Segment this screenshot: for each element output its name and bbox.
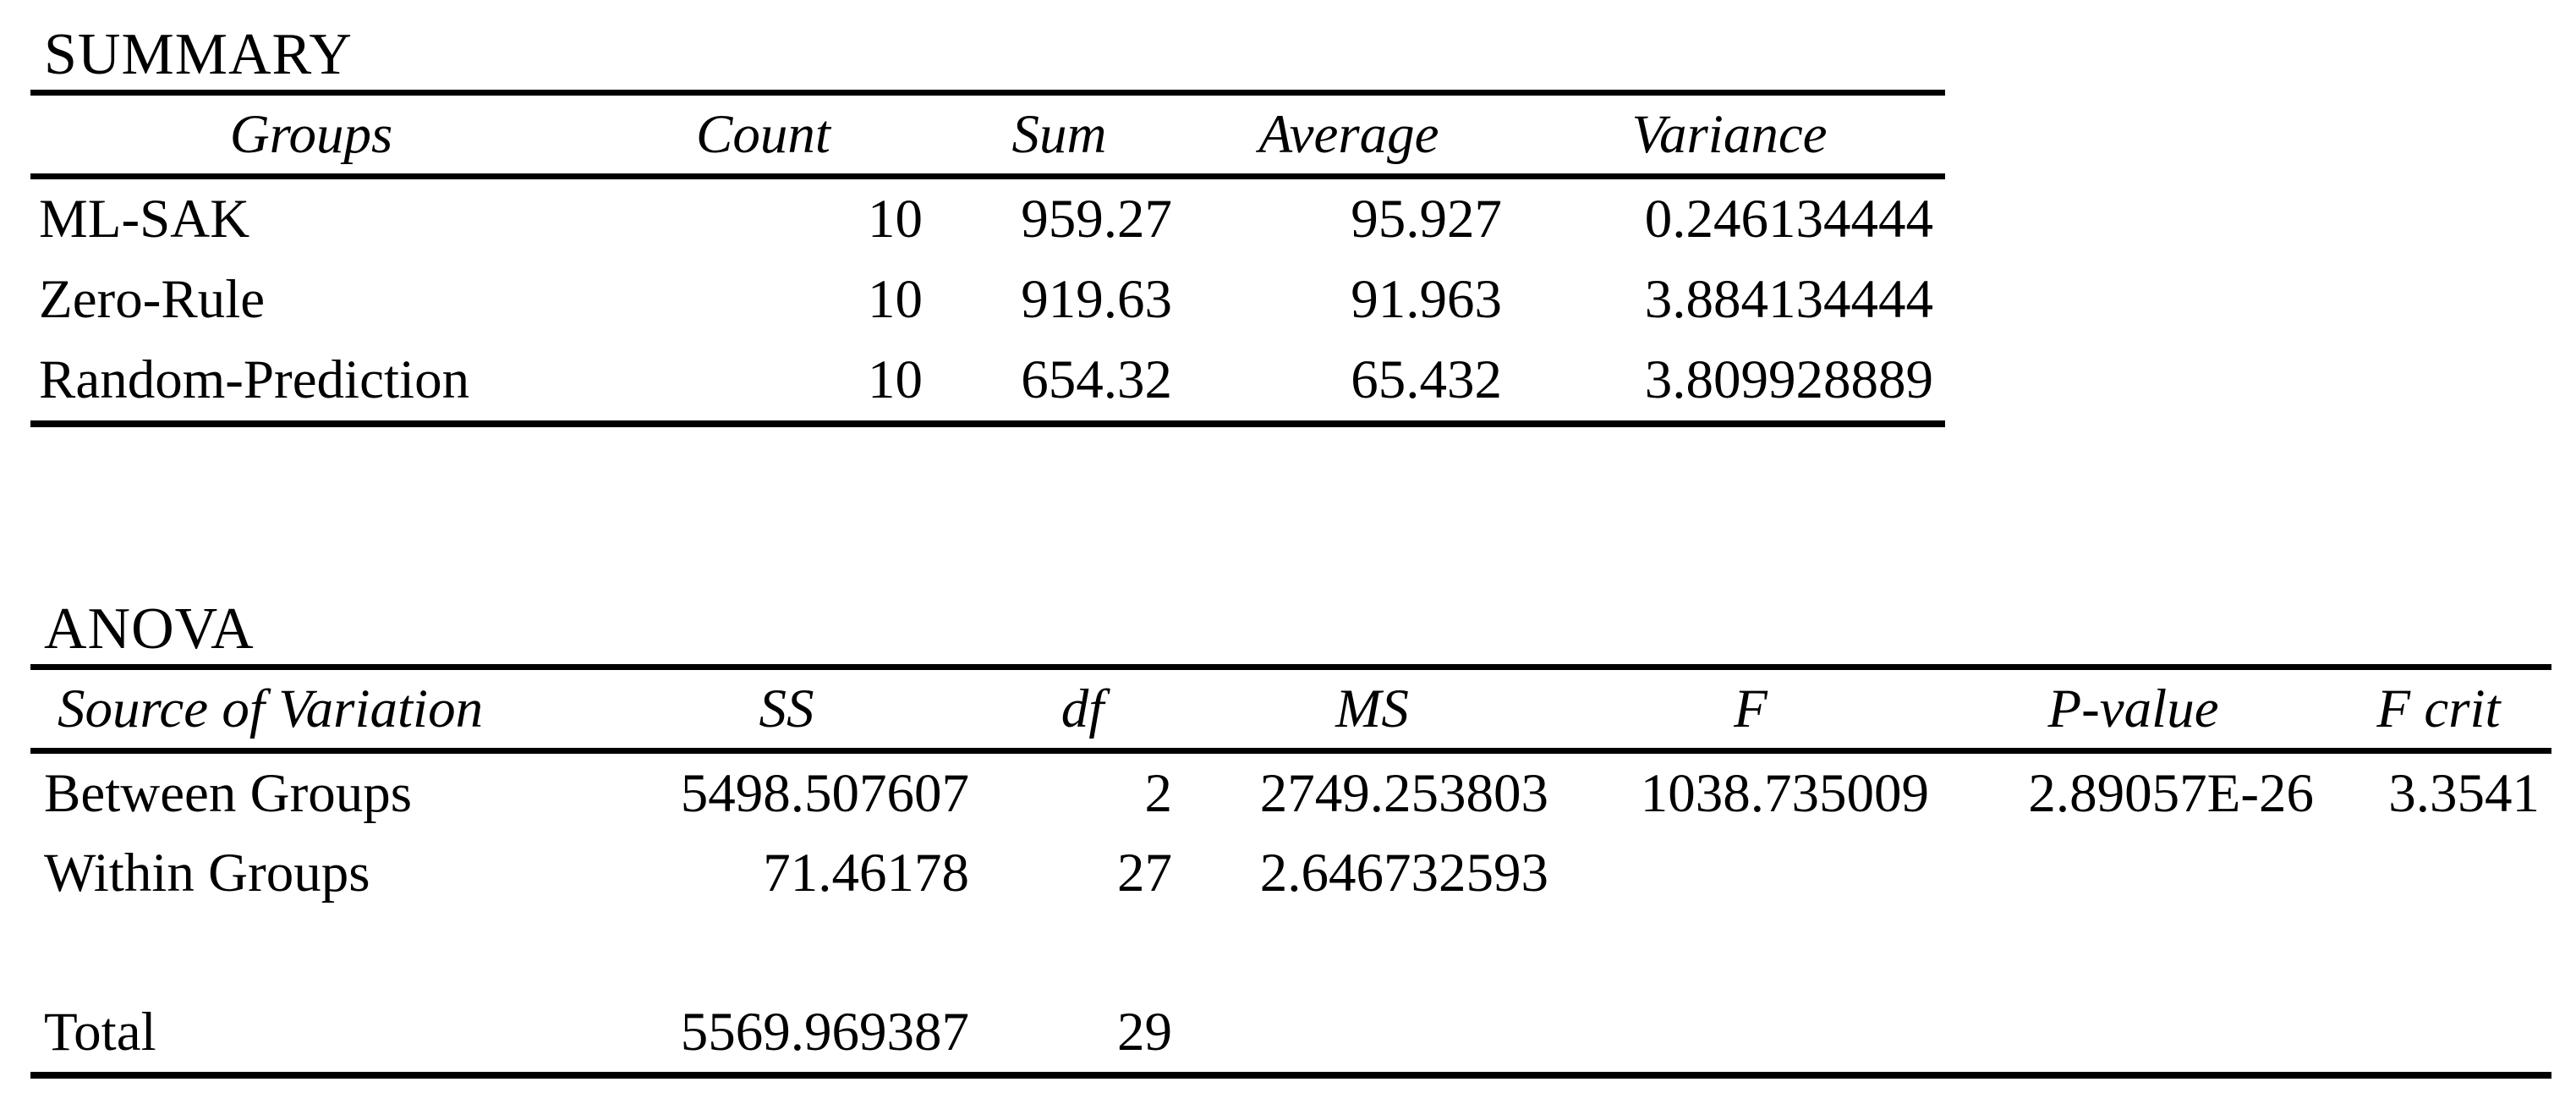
summary-table-header: Groups Count Sum Average Variance	[30, 93, 1945, 177]
variance-cell: 0.246134444	[1644, 189, 1933, 250]
summary-table-body: ML-SAK 10 959.27 95.927 0.246134444 Zero…	[30, 177, 1945, 425]
average-cell: 65.432	[1351, 349, 1502, 410]
summary-header-sum: Sum	[1011, 103, 1107, 165]
anova-header-source: Source of Variation	[58, 678, 484, 739]
count-cell: 10	[868, 269, 923, 330]
table-row: Random-Prediction 10 654.32 65.432 3.809…	[30, 340, 1945, 424]
group-name-cell: ML-SAK	[39, 189, 250, 250]
f-cell: 1038.735009	[1640, 762, 1929, 824]
anova-header-f: F	[1734, 678, 1768, 739]
anova-header-ms: MS	[1335, 678, 1409, 739]
source-cell: Total	[44, 1001, 156, 1063]
table-row: Zero-Rule 10 919.63 91.963 3.884134444	[30, 260, 1945, 340]
f-cell	[1560, 833, 1941, 913]
average-cell: 91.963	[1351, 269, 1502, 330]
anova-header-ss: SS	[759, 678, 814, 739]
ss-cell: 5569.969387	[680, 1001, 969, 1063]
table-row-empty	[30, 913, 2551, 992]
sum-cell: 959.27	[1021, 189, 1172, 250]
f-crit-cell: 3.3541	[2388, 762, 2540, 824]
f-crit-cell	[2326, 833, 2551, 913]
anova-header-f-crit: F crit	[2376, 678, 2501, 739]
summary-header-row: Groups Count Sum Average Variance	[30, 93, 1945, 177]
ms-cell	[1184, 992, 1560, 1075]
sum-cell: 919.63	[1021, 269, 1172, 330]
anova-table-header: Source of Variation SS df MS F P-value F…	[30, 667, 2551, 751]
summary-table: Groups Count Sum Average Variance ML-SAK…	[30, 90, 1945, 427]
summary-header-average: Average	[1258, 103, 1439, 165]
sum-cell: 654.32	[1021, 349, 1172, 410]
ms-cell: 2.646732593	[1259, 842, 1548, 904]
group-name-cell: Random-Prediction	[39, 349, 470, 410]
table-row: ML-SAK 10 959.27 95.927 0.246134444	[30, 177, 1945, 261]
f-cell	[1560, 913, 1941, 992]
ss-cell: 5498.507607	[680, 762, 969, 824]
variance-cell: 3.809928889	[1644, 349, 1933, 410]
df-cell: 29	[1117, 1001, 1172, 1063]
summary-section-title: SUMMARY	[44, 22, 353, 87]
ms-cell	[1184, 913, 1560, 992]
summary-header-count: Count	[696, 103, 830, 165]
f-crit-cell	[2326, 992, 2551, 1075]
source-cell: Within Groups	[44, 842, 370, 904]
anova-header-p-value: P-value	[2047, 678, 2219, 739]
ss-cell: 71.46178	[763, 842, 969, 904]
summary-header-groups: Groups	[229, 103, 393, 165]
ss-cell	[592, 913, 981, 992]
df-cell	[981, 913, 1184, 992]
p-value-cell	[1941, 833, 2326, 913]
source-cell: Between Groups	[44, 762, 413, 824]
anova-header-row: Source of Variation SS df MS F P-value F…	[30, 667, 2551, 751]
group-name-cell: Zero-Rule	[39, 269, 266, 330]
table-row: Within Groups 71.46178 27 2.646732593	[30, 833, 2551, 913]
table-row: Total 5569.969387 29	[30, 992, 2551, 1075]
count-cell: 10	[868, 349, 923, 410]
df-cell: 27	[1117, 842, 1172, 904]
df-cell: 2	[1144, 762, 1173, 824]
anova-table: Source of Variation SS df MS F P-value F…	[30, 664, 2551, 1079]
p-value-cell	[1941, 992, 2326, 1075]
table-row: Between Groups 5498.507607 2 2749.253803…	[30, 751, 2551, 834]
variance-cell: 3.884134444	[1644, 269, 1933, 330]
average-cell: 95.927	[1351, 189, 1502, 250]
count-cell: 10	[868, 189, 923, 250]
anova-section-title: ANOVA	[44, 596, 255, 662]
f-cell	[1560, 992, 1941, 1075]
ms-cell: 2749.253803	[1259, 762, 1548, 824]
anova-header-df: df	[1061, 678, 1104, 739]
f-crit-cell	[2326, 913, 2551, 992]
source-cell	[30, 913, 592, 992]
summary-header-variance: Variance	[1631, 103, 1828, 165]
p-value-cell	[1941, 913, 2326, 992]
p-value-cell: 2.89057E-26	[2028, 762, 2314, 824]
anova-table-body: Between Groups 5498.507607 2 2749.253803…	[30, 751, 2551, 1076]
